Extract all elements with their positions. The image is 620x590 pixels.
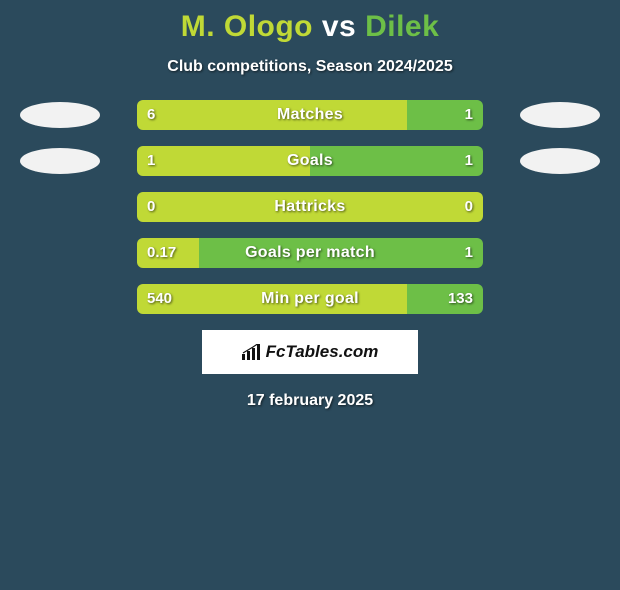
bar-left-fill (137, 146, 310, 176)
vs-text: vs (322, 10, 356, 43)
comparison-chart: 61Matches 11Goals 00Hattricks 0.171Goals pe… (0, 100, 620, 314)
subtitle: Club competitions, Season 2024/2025 (0, 58, 620, 76)
bar-right-fill (407, 284, 483, 314)
stat-row: 11Goals (0, 146, 620, 176)
player1-name: M. Ologo (181, 10, 313, 43)
bar-left-fill (137, 100, 407, 130)
stat-bar: 0.171Goals per match (137, 238, 483, 268)
stat-row: 61Matches (0, 100, 620, 130)
club-badge-right (520, 102, 600, 128)
bar-right-fill (199, 238, 483, 268)
stat-bar: 11Goals (137, 146, 483, 176)
stat-bar: 540133Min per goal (137, 284, 483, 314)
fctables-logo: FcTables.com (202, 330, 418, 374)
club-badge-right (520, 148, 600, 174)
bar-left-fill (137, 192, 483, 222)
date-text: 17 february 2025 (0, 392, 620, 410)
club-badge-left (20, 148, 100, 174)
stat-row: 540133Min per goal (0, 284, 620, 314)
player2-name: Dilek (365, 10, 439, 43)
stat-row: 00Hattricks (0, 192, 620, 222)
stat-bar: 00Hattricks (137, 192, 483, 222)
page-title: M. Ologo vs Dilek (0, 10, 620, 44)
bar-right-fill (407, 100, 483, 130)
chart-icon (242, 344, 262, 360)
stat-row: 0.171Goals per match (0, 238, 620, 268)
bar-left-fill (137, 284, 407, 314)
club-badge-left (20, 102, 100, 128)
stat-bar: 61Matches (137, 100, 483, 130)
bar-left-fill (137, 238, 199, 268)
bar-right-fill (310, 146, 483, 176)
logo-text: FcTables.com (266, 342, 379, 362)
